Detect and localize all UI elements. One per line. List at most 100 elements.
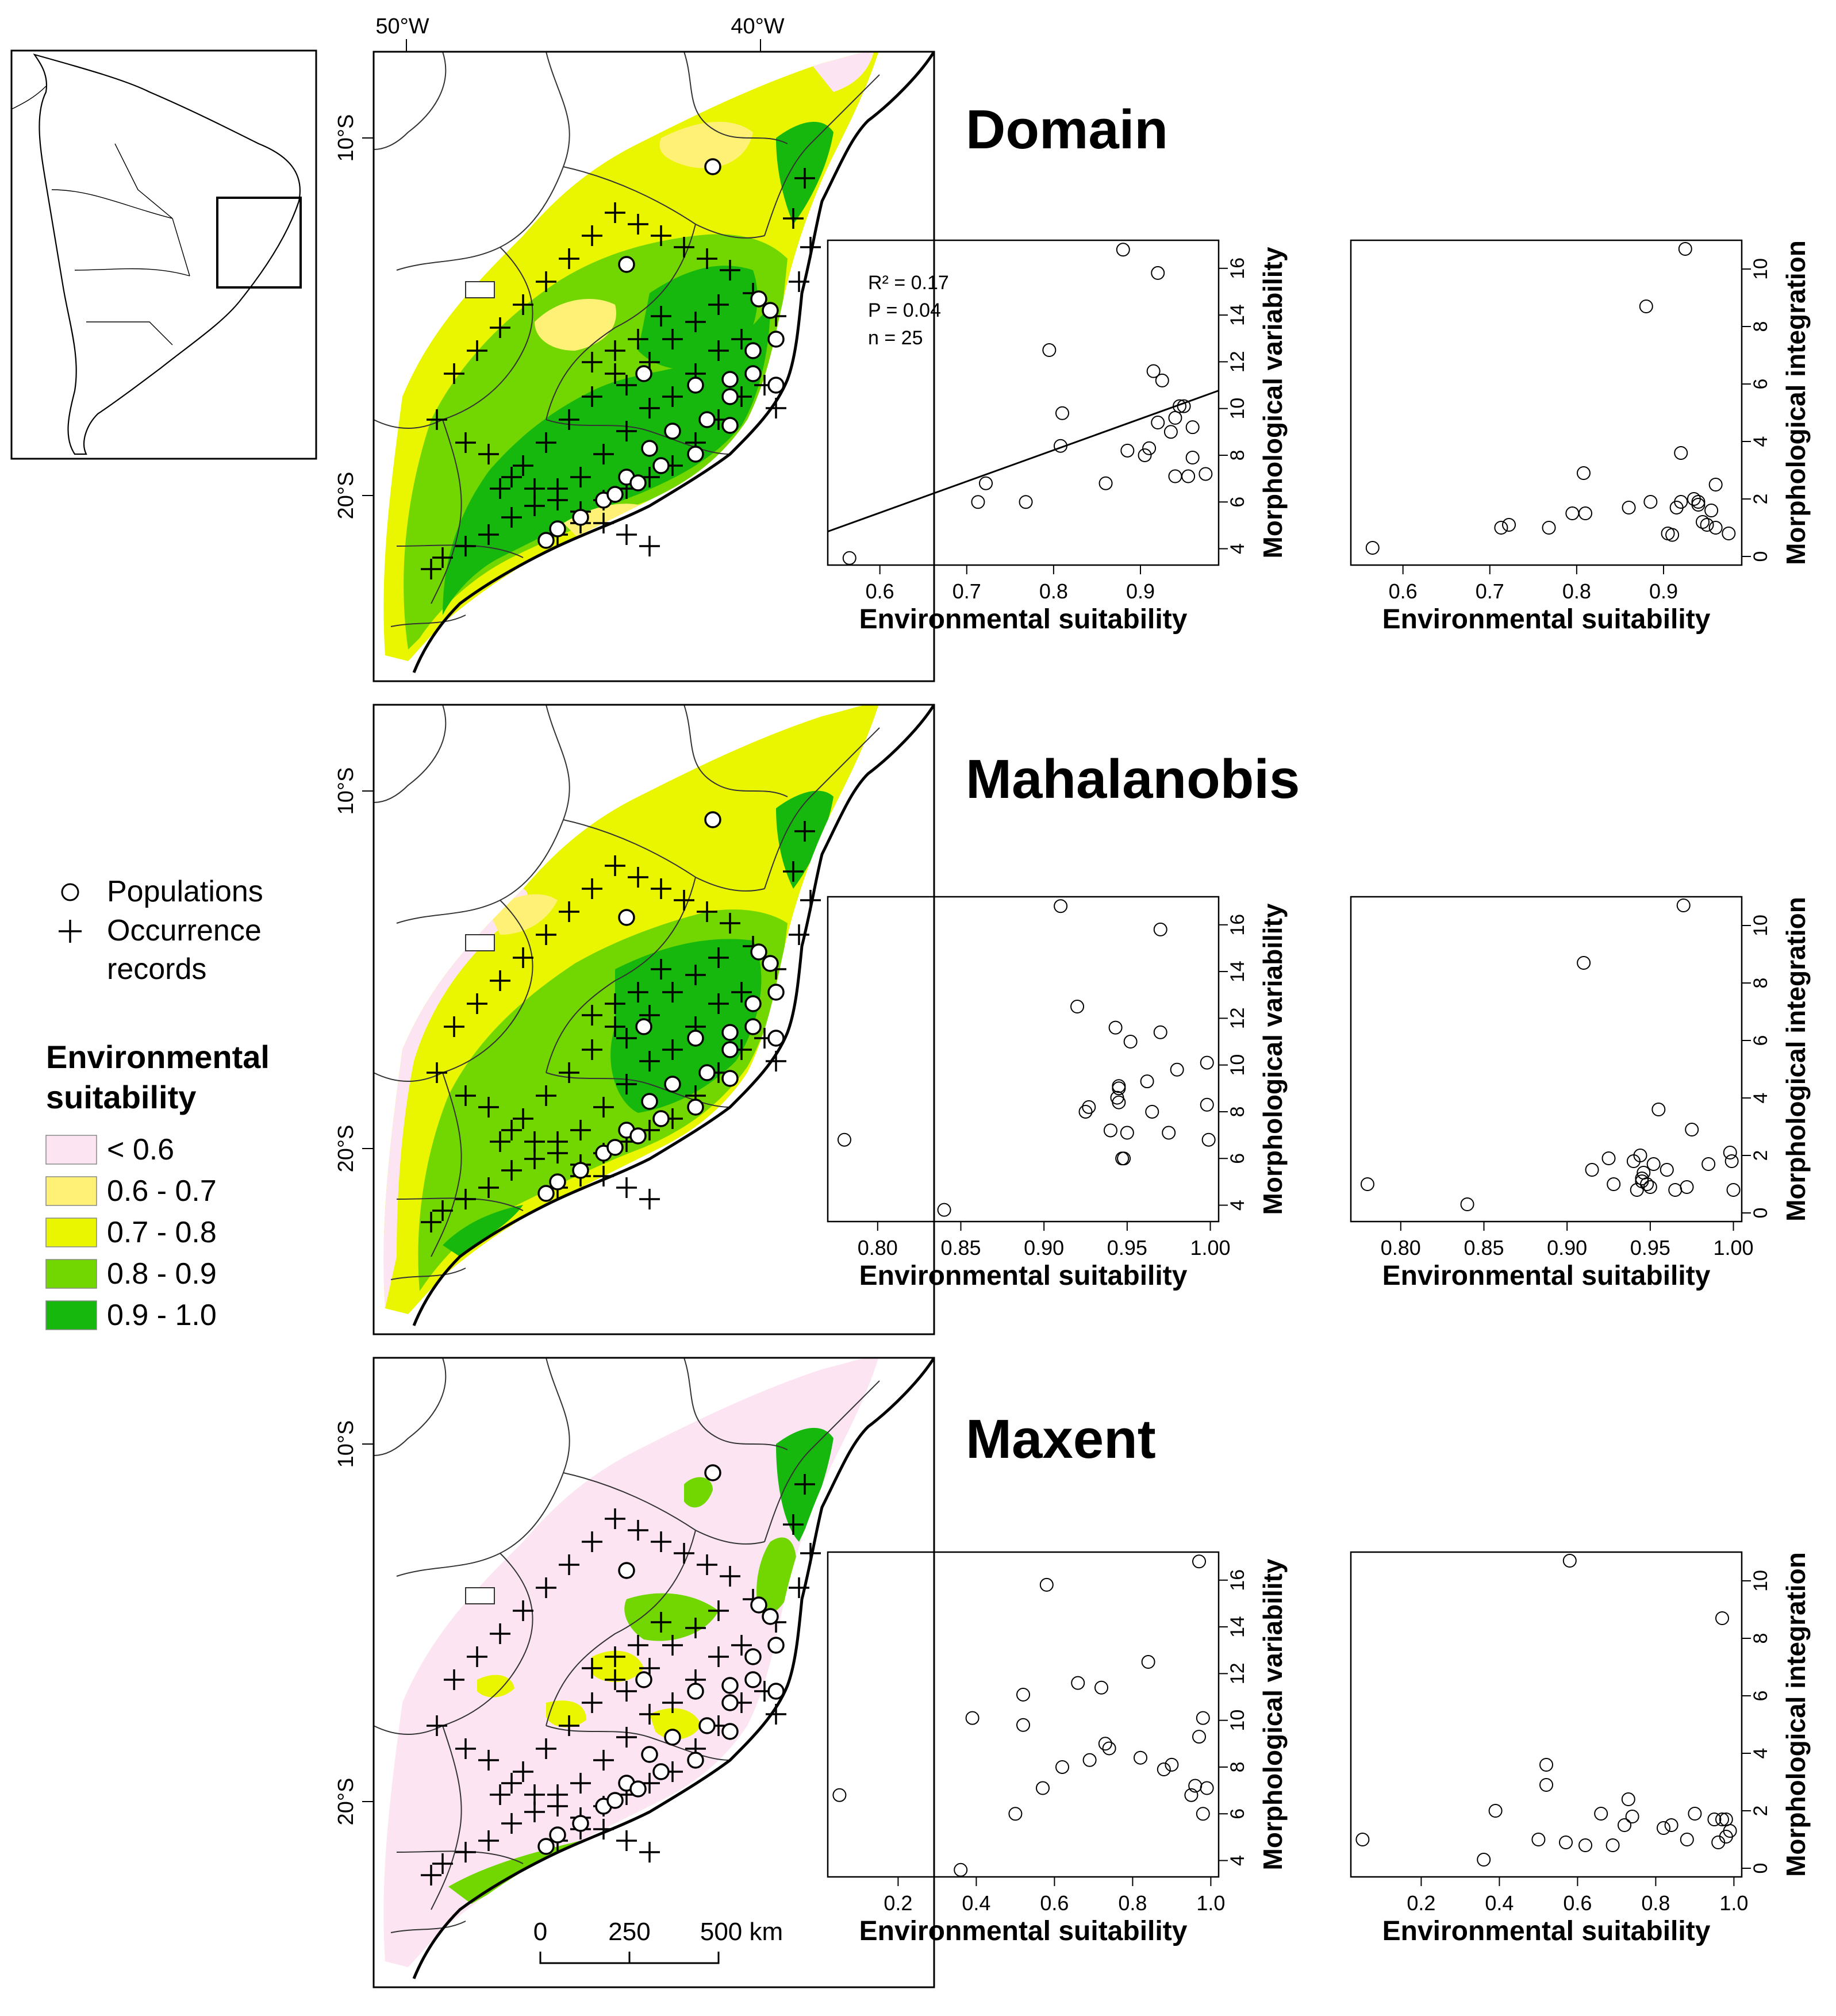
occurrence-record bbox=[720, 913, 740, 934]
suitability-zone bbox=[592, 1650, 644, 1682]
suitability-zone bbox=[684, 1477, 713, 1508]
plot-frame bbox=[827, 896, 1220, 1223]
x-tick-label: 0.9 bbox=[1649, 579, 1678, 603]
population-point bbox=[704, 158, 721, 175]
occurrence-record bbox=[662, 1039, 683, 1060]
data-point bbox=[1082, 1753, 1097, 1767]
lon-label-40w: 40°W bbox=[731, 14, 784, 39]
occurrence-record bbox=[628, 982, 648, 1003]
population-point bbox=[572, 1815, 589, 1832]
population-point bbox=[744, 365, 762, 382]
population-point bbox=[549, 520, 566, 537]
occurrence-record bbox=[794, 821, 815, 842]
suitability-zone bbox=[659, 121, 753, 168]
y-tick-label: 10 bbox=[1227, 398, 1249, 420]
population-point bbox=[762, 1608, 779, 1625]
occurrence-record bbox=[490, 478, 510, 499]
y-axis-label: Morphological integration bbox=[1781, 1552, 1811, 1877]
occurrence-record bbox=[559, 1062, 579, 1083]
x-tick-label: 0.7 bbox=[952, 579, 981, 603]
occurrence-record bbox=[570, 1120, 591, 1141]
y-tick-label: 8 bbox=[1750, 321, 1772, 332]
legend: Populations Occurrence records Environme… bbox=[45, 875, 270, 1332]
data-point bbox=[1112, 1081, 1126, 1096]
population-point bbox=[549, 1826, 566, 1844]
legend-class-label: 0.6 - 0.7 bbox=[107, 1174, 217, 1208]
state-border bbox=[546, 419, 731, 455]
occurrence-record bbox=[708, 340, 729, 361]
population-point bbox=[618, 256, 635, 273]
y-tick-label: 6 bbox=[1227, 1808, 1249, 1819]
data-point bbox=[1173, 399, 1186, 413]
data-point bbox=[1502, 518, 1516, 532]
data-point bbox=[1708, 478, 1723, 491]
population-point bbox=[750, 290, 767, 308]
x-tick-label: 0.95 bbox=[1107, 1236, 1147, 1259]
data-point bbox=[1192, 1730, 1206, 1744]
data-point bbox=[1200, 1097, 1214, 1112]
data-point bbox=[1163, 425, 1178, 439]
occurrence-record bbox=[513, 947, 533, 968]
map-frame bbox=[372, 1357, 935, 1988]
data-point bbox=[1607, 1177, 1621, 1191]
data-point bbox=[1142, 441, 1157, 455]
y-tick-label: 12 bbox=[1227, 351, 1249, 373]
state-border bbox=[546, 877, 696, 1073]
state-border bbox=[563, 166, 765, 239]
data-point bbox=[1722, 527, 1736, 540]
population-point bbox=[767, 331, 785, 348]
state-border bbox=[396, 1358, 570, 1577]
occurrence-record bbox=[547, 490, 568, 510]
data-point bbox=[1201, 1132, 1216, 1147]
lat-label: 10°S bbox=[334, 767, 358, 815]
population-point bbox=[641, 1093, 658, 1110]
population-point bbox=[744, 1671, 762, 1688]
occurrence-record bbox=[628, 329, 648, 350]
data-point bbox=[1680, 1180, 1694, 1194]
state-border bbox=[431, 1725, 462, 1910]
occurrence-record bbox=[616, 1830, 637, 1851]
y-tick-label: 2 bbox=[1750, 1150, 1772, 1161]
x-axis-label: Environmental suitability bbox=[1382, 604, 1711, 635]
model-title-domain: Domain bbox=[966, 99, 1168, 160]
population-point bbox=[744, 1018, 762, 1035]
suitability-zone bbox=[383, 889, 528, 1308]
suitability-zone bbox=[638, 266, 758, 370]
data-point bbox=[1153, 1025, 1167, 1039]
population-point bbox=[704, 811, 721, 828]
occurrence-record bbox=[651, 225, 671, 246]
population-point bbox=[652, 457, 670, 474]
occurrence-record bbox=[674, 237, 694, 258]
data-point bbox=[1120, 443, 1135, 458]
legend-swatch bbox=[45, 1176, 97, 1206]
population-point bbox=[721, 1677, 739, 1694]
model-title-maxent: Maxent bbox=[966, 1408, 1156, 1470]
data-point bbox=[1134, 1750, 1147, 1765]
population-point bbox=[767, 1683, 785, 1700]
data-point bbox=[1200, 1781, 1214, 1795]
data-point bbox=[1646, 1157, 1661, 1171]
y-tick-label: 10 bbox=[1750, 915, 1772, 936]
population-point bbox=[652, 1110, 670, 1127]
state-border bbox=[563, 819, 765, 892]
population-point bbox=[704, 1464, 721, 1481]
population-point bbox=[687, 1099, 704, 1116]
y-tick-label: 6 bbox=[1227, 1153, 1249, 1164]
occurrence-record bbox=[421, 1865, 441, 1886]
data-point bbox=[1676, 898, 1691, 912]
x-tick-label: 0.95 bbox=[1630, 1236, 1670, 1259]
occurrence-record bbox=[708, 1600, 729, 1621]
data-point bbox=[837, 1132, 851, 1147]
occurrence-record bbox=[467, 993, 487, 1014]
population-point bbox=[537, 1185, 555, 1202]
occurrence-record bbox=[639, 536, 660, 556]
x-tick-label: 0.8 bbox=[1641, 1891, 1670, 1915]
data-point bbox=[1565, 506, 1580, 520]
stats-annotation: P = 0.04 bbox=[868, 299, 941, 321]
y-tick-label: 12 bbox=[1227, 1662, 1249, 1684]
occurrence-record bbox=[478, 1177, 499, 1198]
y-tick-label: 8 bbox=[1227, 1761, 1249, 1772]
occurrence-record bbox=[455, 1189, 476, 1209]
data-point bbox=[1680, 1833, 1694, 1846]
state-border bbox=[546, 1072, 731, 1108]
